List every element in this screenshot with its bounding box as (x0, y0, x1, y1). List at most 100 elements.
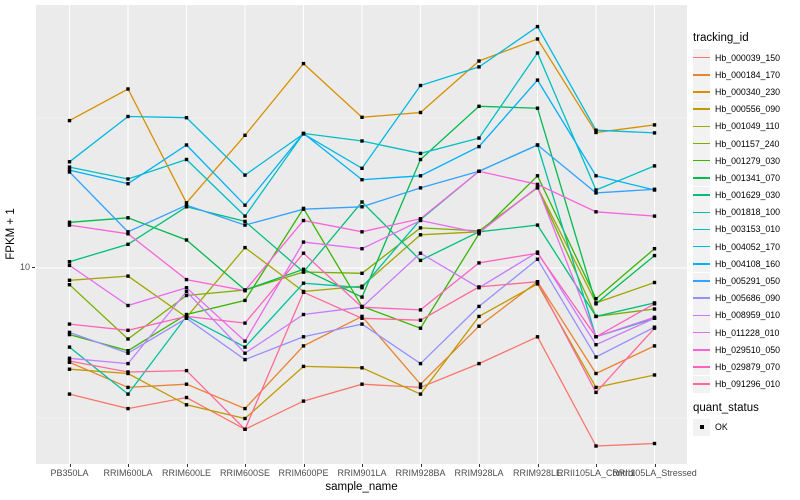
legend-key (693, 220, 710, 238)
data-point (418, 385, 423, 390)
legend-item: Hb_029510_050 (693, 341, 799, 359)
data-point (126, 87, 130, 91)
data-point (184, 277, 189, 282)
legend-item-label: Hb_004108_160 (715, 258, 781, 269)
x-tick-mark (654, 464, 656, 467)
legend-key (693, 324, 710, 342)
x-tick-label: RRIM600SE (219, 468, 271, 478)
square-point-icon (699, 425, 704, 430)
x-tick-mark (537, 464, 539, 467)
x-tick-label: RRIM928LA (454, 468, 504, 478)
data-point (67, 170, 72, 174)
legend-item: Hb_000556_090 (693, 100, 799, 118)
data-point (301, 270, 306, 274)
data-point (652, 373, 657, 377)
data-point (126, 114, 130, 119)
data-point (477, 314, 481, 319)
data-point (67, 356, 72, 360)
data-point (360, 115, 364, 119)
data-point (360, 382, 364, 386)
data-point (184, 403, 189, 407)
legend-item-label: Hb_003153_010 (715, 224, 781, 235)
legend-key (693, 66, 710, 84)
data-point (67, 330, 72, 335)
x-tick-label: RRIM901LA (337, 468, 387, 478)
legend-item: Hb_004108_160 (693, 255, 799, 273)
legend-key (693, 238, 710, 256)
data-point (126, 232, 130, 236)
line-swatch-icon (693, 245, 710, 248)
data-point (67, 260, 72, 264)
data-point (184, 293, 189, 298)
line-swatch-icon (693, 280, 710, 282)
data-point (243, 245, 247, 250)
legend-item-label: Hb_000340_230 (715, 86, 781, 97)
x-tick-mark (596, 464, 597, 467)
legend-item: Hb_001279_030 (693, 152, 799, 170)
legend-item-label: Hb_000039_150 (715, 52, 781, 63)
data-point (243, 406, 247, 411)
data-point (594, 130, 598, 135)
data-point (67, 283, 72, 287)
data-point (67, 220, 72, 224)
data-point (418, 326, 423, 330)
line-swatch-icon (693, 74, 710, 76)
legend-item: Hb_091296_010 (693, 375, 799, 393)
x-tick-label: RRIM600LE (161, 468, 212, 478)
data-point (184, 143, 189, 147)
x-tick-mark (245, 464, 246, 467)
legend-item-label: Hb_011228_010 (715, 327, 780, 338)
data-point (594, 390, 598, 395)
data-point (301, 335, 306, 339)
data-point (594, 343, 598, 347)
data-point (535, 51, 540, 55)
legend-item-label: Hb_001629_030 (715, 190, 781, 201)
data-point (243, 214, 247, 218)
line-swatch-icon (693, 125, 710, 128)
legend-item: Hb_001341_070 (693, 169, 799, 187)
legend-item-label: Hb_005686_090 (715, 293, 781, 304)
data-point (594, 371, 598, 376)
data-point (594, 191, 598, 195)
x-tick-mark (303, 464, 305, 467)
data-point (652, 187, 657, 191)
data-point (360, 314, 364, 319)
data-point (126, 177, 130, 181)
data-point (67, 118, 72, 123)
x-tick-label: RRIM928BA (395, 468, 446, 478)
data-point (418, 258, 423, 263)
data-point (184, 314, 189, 319)
legend-item: Hb_004052_170 (693, 238, 799, 256)
data-point (243, 173, 247, 177)
data-point (301, 61, 306, 66)
data-point (243, 351, 247, 355)
data-point (243, 219, 247, 224)
legend-item-label: Hb_008959_010 (715, 310, 781, 321)
data-point (126, 337, 130, 341)
data-point (594, 174, 598, 178)
legend-item: Hb_001049_110 (693, 117, 799, 135)
y-tick-label-10: 10 (19, 262, 30, 272)
legend-key (693, 186, 710, 204)
data-point (535, 106, 540, 110)
data-point (67, 345, 72, 349)
legend-item: Hb_000184_170 (693, 66, 799, 84)
data-point (243, 223, 247, 227)
legend-quant-status: quant_status OK (693, 402, 799, 436)
data-point (477, 324, 481, 328)
data-point (301, 207, 306, 211)
data-point (184, 289, 189, 294)
data-point (477, 361, 481, 366)
legend-key-ok (693, 418, 710, 436)
legend-item: Hb_000340_230 (693, 83, 799, 101)
data-point (67, 359, 72, 363)
data-point (652, 131, 657, 135)
data-point (594, 385, 598, 390)
legend-item: Hb_011228_010 (693, 324, 799, 342)
data-point (477, 59, 481, 63)
legend-items: Hb_000039_150 Hb_000184_170 Hb_000340_230 H… (693, 49, 799, 393)
data-point (652, 214, 657, 218)
data-point (477, 65, 481, 69)
data-point (67, 322, 72, 326)
data-point (360, 230, 364, 234)
